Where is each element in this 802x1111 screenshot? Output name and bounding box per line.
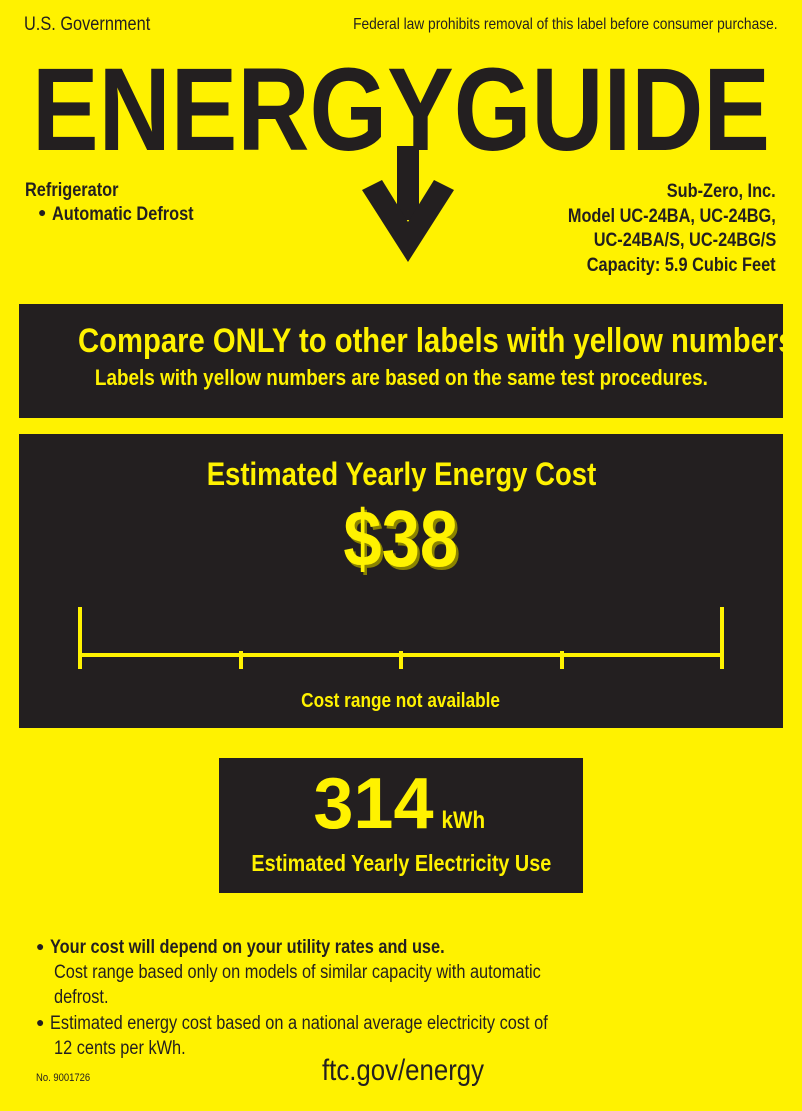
kwh-unit: kWh [441,807,486,834]
energyguide-logo: ENERGYGUIDE [32,44,770,262]
model-line-1: Model UC-24BA, UC-24BG, [568,205,776,227]
manufacturer: Sub-Zero, Inc. [667,181,776,202]
yearly-cost-panel: Estimated Yearly Energy Cost $38 Cost ra… [19,434,783,728]
notes: ● Your cost will depend on your utility … [36,934,629,1061]
label-number: No. 9001726 [36,1072,91,1084]
bullet-icon: ● [36,938,45,954]
note-2-line-2: 12 cents per kWh. [54,1038,186,1059]
compare-banner: Compare ONLY to other labels with yellow… [19,304,802,418]
compare-subline: Labels with yellow numbers are based on … [94,365,708,390]
note-1-line-2: Cost range based only on models of simil… [54,962,541,983]
electricity-use-panel: 314 kWh Estimated Yearly Electricity Use [219,758,583,893]
bullet-icon: ● [36,1014,45,1030]
note-1-line-3: defrost. [54,987,109,1008]
kwh-value-row: 314 kWh [219,766,583,842]
cost-value: $38 [343,494,459,583]
kwh-value: 314 [313,764,434,844]
capacity: Capacity: 5.9 Cubic Feet [587,254,776,276]
appliance-type: Refrigerator [25,180,119,201]
bullet-icon: ● [38,204,47,220]
electricity-label: Estimated Yearly Electricity Use [251,850,551,876]
feature-item: ● Automatic Defrost [38,204,194,225]
note-2-line-1: Estimated energy cost based on a nationa… [49,1013,548,1034]
note-1-bold: Your cost will depend on your utility ra… [49,937,445,958]
removal-notice: Federal law prohibits removal of this la… [353,16,778,33]
compare-headline: Compare ONLY to other labels with yellow… [77,322,802,360]
down-arrow-icon [362,146,454,262]
cost-range-scale [78,607,724,669]
cost-heading: Estimated Yearly Energy Cost [206,456,596,492]
ftc-website-link[interactable]: ftc.gov/energy [322,1054,485,1087]
cost-range-note: Cost range not available [301,690,501,712]
manufacturer-info: Sub-Zero, Inc. Model UC-24BA, UC-24BG, U… [534,180,776,278]
model-line-2: UC-24BA/S, UC-24BG/S [593,230,776,251]
government-label: U.S. Government [24,14,151,35]
